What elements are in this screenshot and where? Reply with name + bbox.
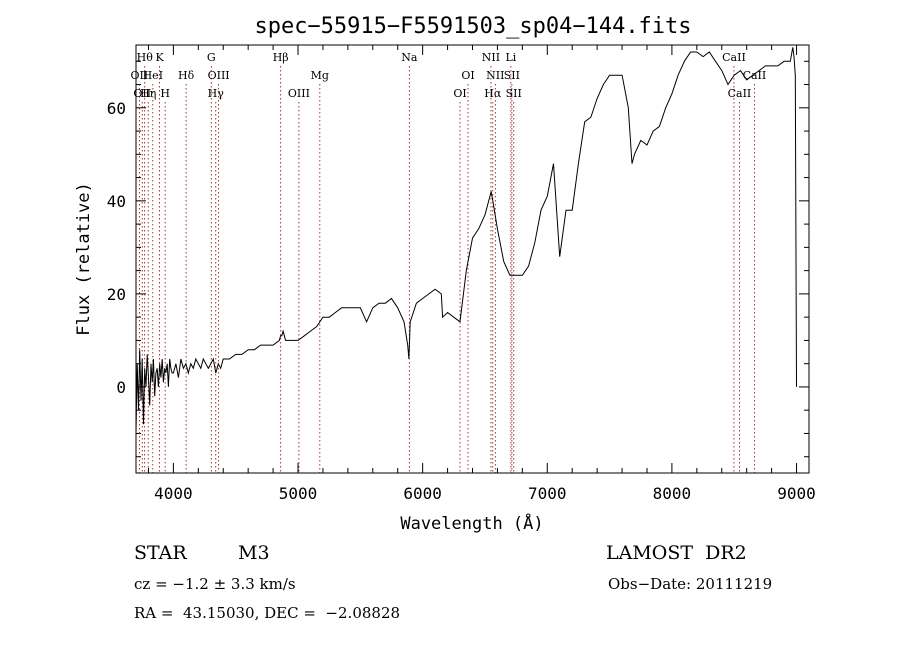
y-tick-label: 0 bbox=[116, 378, 126, 397]
axis-ticks: 4000 5000 6000 7000 8000 9000 0 20 40 60 bbox=[107, 45, 816, 503]
line-marker-label: OIII bbox=[288, 87, 310, 100]
line-marker-label: OI bbox=[453, 87, 466, 100]
line-marker-label: Na bbox=[401, 51, 418, 64]
x-tick-label: 8000 bbox=[653, 484, 692, 503]
line-marker-label: Hδ bbox=[178, 69, 195, 82]
line-marker-label: Hγ bbox=[208, 87, 225, 100]
x-axis-label: Wavelength (Å) bbox=[400, 512, 543, 534]
y-tick-label: 60 bbox=[107, 99, 126, 118]
line-marker-label: G bbox=[207, 51, 216, 64]
line-marker-label: SII bbox=[506, 87, 522, 100]
y-tick-label: 40 bbox=[107, 192, 126, 211]
redshift-readout: cz = −1.2 ± 3.3 km/s bbox=[134, 575, 296, 593]
line-marker-label: OIII bbox=[208, 69, 230, 82]
line-marker-label: NII bbox=[486, 69, 504, 82]
spectral-line-markers: OIIOIIHθHηHeIKHHδGHγOIIIHβOIIIMgNaOIOINI… bbox=[131, 51, 767, 473]
x-tick-label: 5000 bbox=[279, 484, 318, 503]
line-marker-label: CaII bbox=[743, 69, 767, 82]
line-marker-label: HeI bbox=[143, 69, 163, 82]
observation-date: Obs−Date: 20111219 bbox=[608, 575, 773, 593]
line-marker-label: H bbox=[160, 87, 170, 100]
line-marker-label: CaII bbox=[728, 87, 752, 100]
line-marker-label: OII bbox=[133, 87, 151, 100]
x-tick-label: 6000 bbox=[403, 484, 442, 503]
y-tick-label: 20 bbox=[107, 285, 126, 304]
coordinates-readout: RA = 43.15030, DEC = −2.08828 bbox=[134, 604, 401, 622]
line-marker-label: Hα bbox=[484, 87, 502, 100]
line-marker-label: Hβ bbox=[273, 51, 289, 64]
survey-name: LAMOST DR2 bbox=[606, 542, 747, 564]
x-tick-label: 9000 bbox=[777, 484, 816, 503]
object-subclass: M3 bbox=[238, 542, 270, 564]
line-marker-label: SII bbox=[504, 69, 520, 82]
line-marker-label: Hθ bbox=[137, 51, 154, 64]
x-tick-label: 4000 bbox=[154, 484, 193, 503]
line-marker-label: Mg bbox=[311, 69, 329, 82]
line-marker-label: K bbox=[155, 51, 164, 64]
object-class: STAR bbox=[134, 542, 187, 564]
line-marker-label: CaII bbox=[722, 51, 746, 64]
line-marker-label: OI bbox=[461, 69, 474, 82]
line-marker-label: Li bbox=[505, 51, 516, 64]
chart-title: spec−55915−F5591503_sp04−144.fits bbox=[254, 14, 691, 39]
spectrum-line bbox=[135, 47, 797, 434]
plot-frame bbox=[135, 44, 810, 474]
line-marker-label: NII bbox=[482, 51, 500, 64]
x-tick-label: 7000 bbox=[528, 484, 567, 503]
line-marker-label: Hη bbox=[140, 87, 156, 100]
y-axis-label: Flux (relative) bbox=[74, 182, 94, 336]
line-marker-label: OII bbox=[131, 69, 149, 82]
